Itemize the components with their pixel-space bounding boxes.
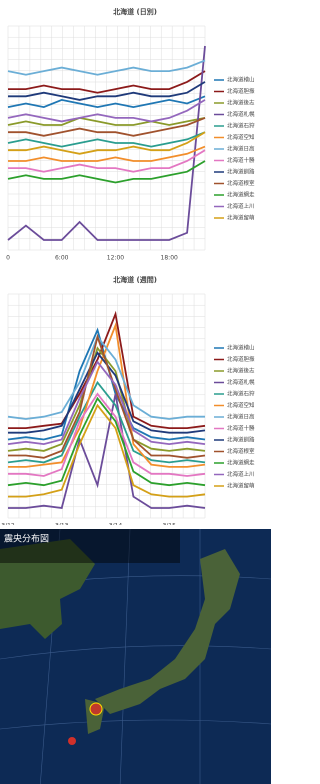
legend-label: 北海道十勝: [227, 156, 255, 164]
chart-title: 北海道 (週間): [113, 275, 157, 284]
legend-label: 北海道上川: [227, 202, 255, 210]
x-tick-label: 3/14: [109, 523, 123, 526]
legend-label: 北海道釧路: [227, 436, 255, 444]
legend-label: 北海道空知: [227, 401, 255, 409]
legend-label: 北海道根室: [227, 179, 255, 187]
legend-label: 北海道上川: [227, 470, 255, 478]
legend-label: 北海道留萌: [227, 214, 255, 222]
epicenter: [68, 737, 76, 745]
legend-label: 北海道網走: [227, 459, 255, 467]
x-tick-label: 6:00: [55, 255, 69, 262]
legend-label: 北海道檜山: [227, 344, 255, 352]
map-title: 震央分布図: [4, 533, 49, 545]
legend-label: 北海道日高: [227, 413, 255, 421]
legend-label: 北海道空知: [227, 133, 255, 141]
legend-label: 北海道日高: [227, 145, 255, 153]
legend-label: 北海道札幌: [227, 110, 255, 118]
legend-label: 北海道根室: [227, 447, 255, 455]
x-tick-label: 3/12: [1, 523, 15, 526]
legend-label: 北海道札幌: [227, 378, 255, 386]
legend-label: 北海道石狩: [227, 390, 255, 398]
legend-label: 北海道釧路: [227, 168, 255, 176]
epicenter: [90, 703, 102, 715]
legend-label: 北海道後志: [227, 367, 255, 375]
legend-label: 北海道留萌: [227, 482, 255, 490]
x-tick-label: 3/15: [162, 523, 176, 526]
legend-label: 北海道後志: [227, 99, 255, 107]
chart-title: 北海道 (日別): [113, 7, 157, 16]
legend-label: 北海道胆振: [227, 87, 255, 95]
x-tick-label: 0: [6, 255, 10, 262]
legend-label: 北海道石狩: [227, 122, 255, 130]
legend-label: 北海道檜山: [227, 76, 255, 84]
legend-label: 北海道胆振: [227, 355, 255, 363]
x-tick-label: 18:00: [161, 255, 178, 262]
x-tick-label: 3/13: [55, 523, 69, 526]
map: 震央分布図: [0, 529, 271, 784]
x-tick-label: 12:00: [107, 255, 124, 262]
legend-label: 北海道十勝: [227, 424, 255, 432]
legend-label: 北海道網走: [227, 191, 255, 199]
